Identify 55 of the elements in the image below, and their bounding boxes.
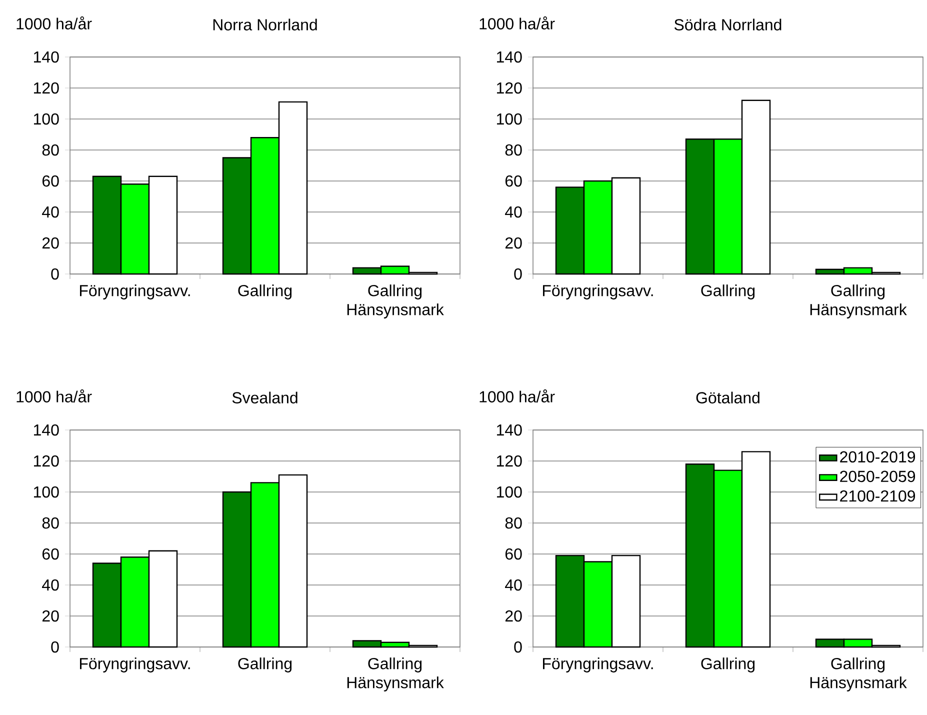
y-tick-label: 120 (497, 455, 522, 467)
x-tick-label: Gallring (238, 658, 292, 672)
y-axis-title: 1000 ha/år (16, 389, 92, 402)
y-tick-label: 140 (497, 51, 522, 63)
chart-title: Södra Norrland (674, 18, 782, 30)
y-tick-label: 40 (42, 579, 59, 591)
y-tick-label: 60 (42, 175, 59, 187)
legend-label: 2050-2059 (840, 470, 916, 482)
y-tick-label: 80 (42, 144, 59, 156)
y-tick-label: 120 (34, 82, 59, 94)
chart-title: Götaland (696, 392, 760, 404)
y-tick-label: 0 (51, 268, 59, 280)
y-tick-label: 40 (42, 206, 59, 218)
y-tick-label: 0 (51, 641, 59, 653)
y-tick-label: 20 (42, 237, 59, 249)
x-tick-label: Föryngringsavv. (543, 658, 653, 672)
y-tick-label: 20 (505, 237, 522, 249)
y-tick-label: 20 (42, 610, 59, 622)
chart-title: Svealand (232, 392, 298, 404)
x-tick-label: Gallring Hänsynsmark (347, 284, 444, 318)
y-tick-label: 60 (505, 175, 522, 187)
y-tick-label: 120 (34, 455, 59, 467)
y-tick-label: 80 (505, 144, 522, 156)
y-tick-label: 40 (505, 579, 522, 591)
legend-label: 2010-2019 (840, 451, 916, 463)
x-tick-label: Gallring Hänsynsmark (347, 658, 444, 692)
legend-label: 2100-2109 (840, 490, 916, 502)
y-tick-label: 60 (505, 548, 522, 560)
y-tick-label: 100 (34, 113, 59, 125)
y-tick-label: 120 (497, 82, 522, 94)
y-tick-label: 100 (497, 113, 522, 125)
y-axis-title: 1000 ha/år (480, 389, 555, 402)
y-tick-label: 20 (505, 610, 522, 622)
y-axis-title: 1000 ha/år (480, 16, 555, 30)
x-tick-label: Gallring (701, 658, 755, 672)
y-tick-label: 140 (34, 51, 59, 63)
x-tick-label: Gallring (238, 284, 292, 300)
y-tick-label: 60 (42, 548, 59, 560)
y-tick-label: 0 (514, 641, 522, 653)
x-tick-label: Gallring Hänsynsmark (810, 284, 907, 318)
y-tick-label: 100 (34, 486, 59, 498)
y-axis-title: 1000 ha/år (16, 16, 92, 30)
y-tick-label: 100 (497, 486, 522, 498)
x-tick-label: Föryngringsavv. (80, 658, 190, 672)
chart-title: Norra Norrland (213, 18, 317, 30)
y-tick-label: 140 (497, 424, 522, 436)
y-tick-label: 140 (34, 424, 59, 436)
x-tick-label: Föryngringsavv. (543, 284, 653, 300)
y-tick-label: 80 (505, 517, 522, 529)
x-tick-label: Gallring (701, 284, 755, 300)
y-tick-label: 0 (514, 268, 522, 280)
x-tick-label: Gallring Hänsynsmark (810, 658, 907, 692)
x-tick-label: Föryngringsavv. (80, 284, 190, 300)
y-tick-label: 80 (42, 517, 59, 529)
y-tick-label: 40 (505, 206, 522, 218)
